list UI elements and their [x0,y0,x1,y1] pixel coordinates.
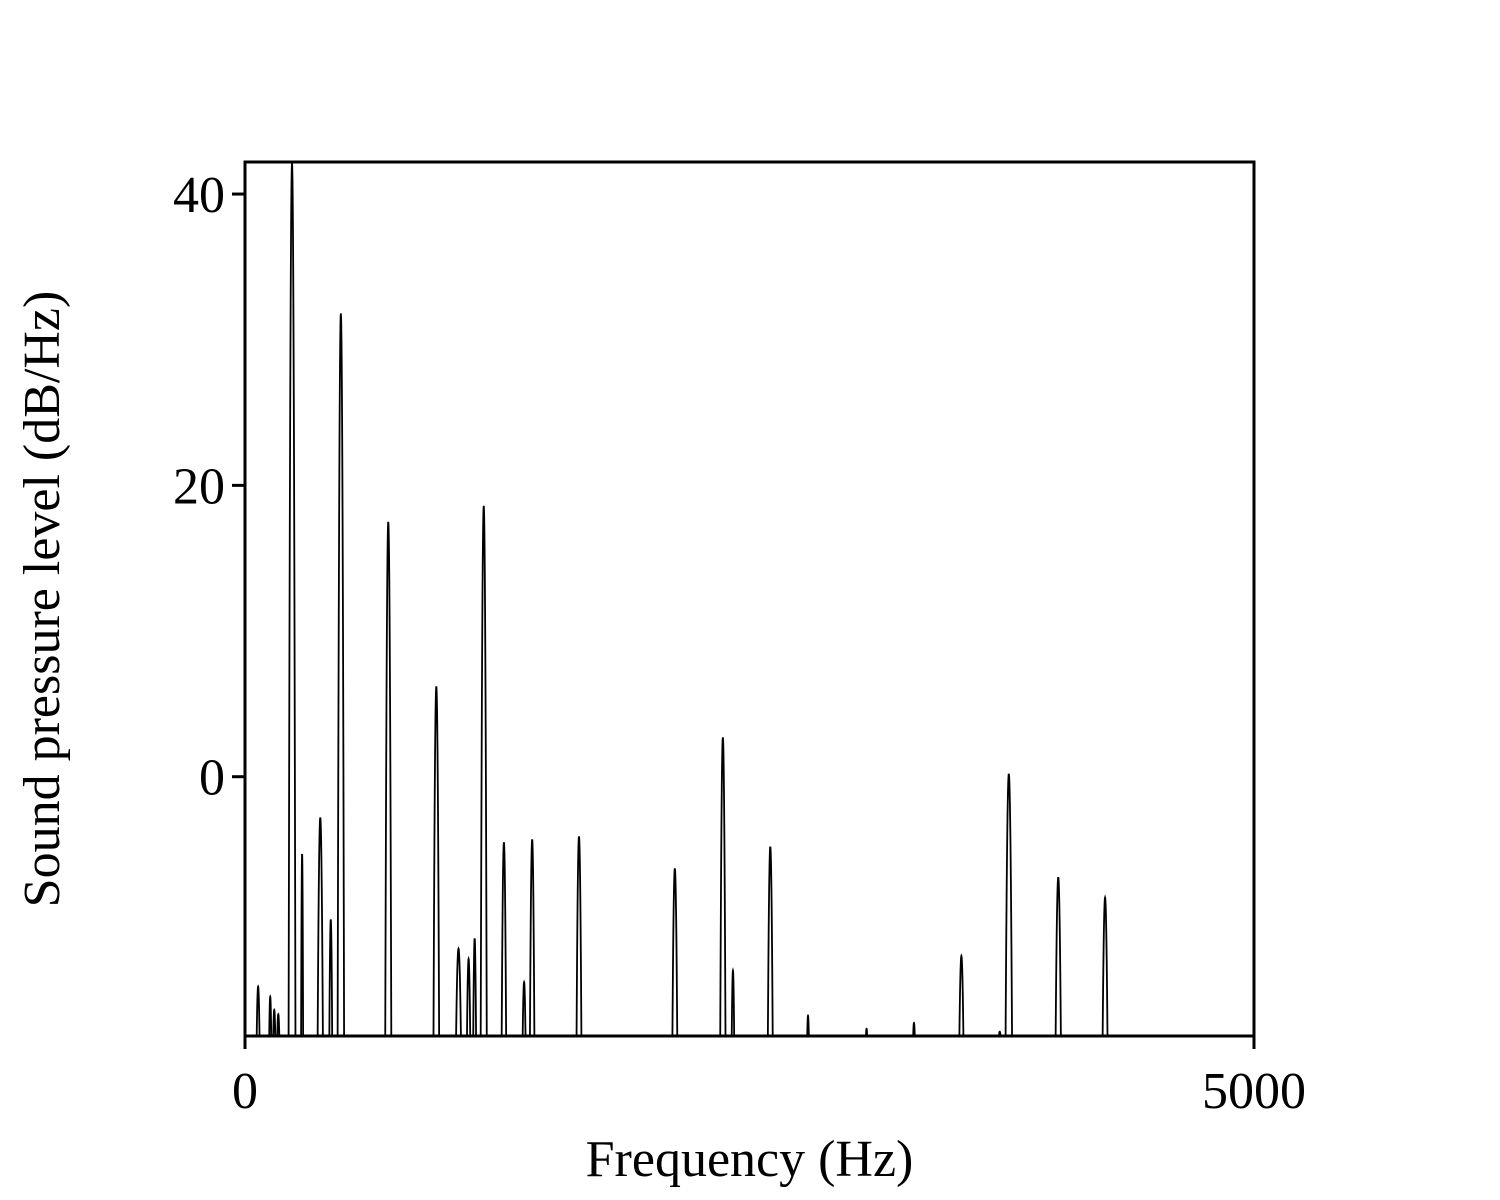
spectrum-peak [521,979,527,1037]
spectrum-peak [1004,773,1013,1037]
y-tick-label: 20 [173,458,225,515]
spectrum-peak [316,817,324,1037]
spectrum-peak [472,938,477,1037]
spectrum-peak [575,836,583,1037]
y-tick-label: 40 [173,167,225,224]
spectrum-peak [730,967,736,1037]
spectrum-peak [766,846,774,1037]
spectrum-peak [300,853,305,1037]
plot-frame [243,160,1256,1038]
spectrum-peak [268,994,273,1037]
spectrum-peak [328,919,334,1037]
spectrum-peak [865,1027,869,1037]
y-tick-label: 0 [199,750,225,807]
spectrum-peak [276,1012,281,1037]
spectrum-peak [336,313,345,1037]
spectrum-peak [1101,894,1109,1037]
spectrum-peak [272,1007,277,1037]
spectrum-peak [466,955,472,1037]
x-axis-label: Frequency (Hz) [586,1131,914,1188]
spectrum-peak [806,1013,810,1037]
x-tick-label: 5000 [1202,1063,1306,1120]
spectrum-peak [479,505,488,1037]
spectrum-peak [1054,876,1062,1037]
spectrum-peak [719,737,727,1037]
x-axis-ticks: 0 5000 [232,1036,1306,1120]
y-axis-ticks: 0 20 40 [173,167,245,807]
spectrum-peak [998,1030,1002,1037]
spectrum-peak [958,953,965,1037]
spectrum-peak [671,868,679,1037]
spectrum-peak [500,842,508,1037]
spectrum-peak [912,1021,916,1037]
spectrum-peak [384,521,393,1037]
spectrum-peak [255,984,261,1037]
x-tick-label: 0 [232,1063,258,1120]
spectrum-peak [529,839,536,1037]
y-axis-label: Sound pressure level (dB/Hz) [14,291,71,908]
spectrum-peak [432,686,441,1037]
spectrum-peak [455,946,462,1037]
